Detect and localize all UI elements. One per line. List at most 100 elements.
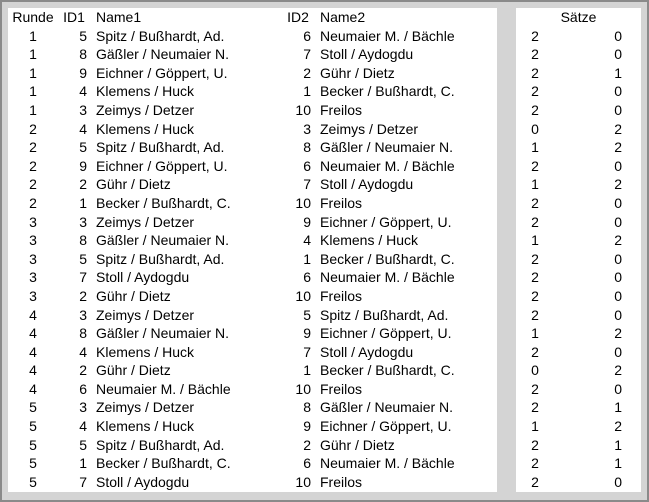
round-cell[interactable]: 3: [29, 213, 37, 230]
sets2-cell[interactable]: 0: [614, 250, 622, 267]
sets1-cell[interactable]: 2: [531, 287, 539, 304]
id2-cell[interactable]: 5: [303, 306, 311, 323]
sets1-cell[interactable]: 2: [531, 64, 539, 81]
name2-cell[interactable]: Freilos: [320, 287, 363, 304]
sets2-cell[interactable]: 0: [614, 194, 622, 211]
id2-cell[interactable]: 6: [303, 269, 311, 286]
sets1-cell[interactable]: 2: [531, 306, 539, 323]
round-cell[interactable]: 3: [29, 269, 37, 286]
sets2-cell[interactable]: 0: [614, 46, 622, 63]
name2-cell[interactable]: Becker / Bußhardt, C.: [320, 362, 455, 379]
round-cell[interactable]: 2: [29, 176, 37, 193]
sets2-cell[interactable]: 2: [614, 120, 622, 137]
round-cell[interactable]: 3: [29, 287, 37, 304]
name1-cell[interactable]: Klemens / Huck: [96, 120, 195, 137]
id1-cell[interactable]: 5: [79, 27, 87, 44]
name1-cell[interactable]: Gühr / Dietz: [96, 287, 171, 304]
header-runde[interactable]: Runde: [12, 9, 54, 25]
id2-cell[interactable]: 10: [295, 380, 311, 397]
sets1-cell[interactable]: 2: [531, 27, 539, 44]
id2-cell[interactable]: 6: [303, 455, 311, 472]
sets2-cell[interactable]: 2: [614, 232, 622, 249]
id1-cell[interactable]: 3: [79, 213, 87, 230]
name1-cell[interactable]: Eichner / Göppert, U.: [96, 64, 228, 81]
id2-cell[interactable]: 9: [303, 325, 311, 342]
sets1-cell[interactable]: 2: [531, 46, 539, 63]
id2-cell[interactable]: 9: [303, 213, 311, 230]
sets2-cell[interactable]: 0: [614, 213, 622, 230]
round-cell[interactable]: 1: [29, 27, 37, 44]
name1-cell[interactable]: Klemens / Huck: [96, 83, 195, 100]
round-cell[interactable]: 4: [29, 343, 37, 360]
sets2-cell[interactable]: 2: [614, 325, 622, 342]
name2-cell[interactable]: Becker / Bußhardt, C.: [320, 83, 455, 100]
id1-cell[interactable]: 2: [79, 287, 87, 304]
sets1-cell[interactable]: 2: [531, 455, 539, 472]
name2-cell[interactable]: Eichner / Göppert, U.: [320, 418, 452, 435]
sets1-cell[interactable]: 2: [531, 436, 539, 453]
round-cell[interactable]: 5: [29, 399, 37, 416]
sets1-cell[interactable]: 2: [531, 250, 539, 267]
round-cell[interactable]: 5: [29, 418, 37, 435]
header-id1[interactable]: ID1: [63, 9, 85, 25]
sets1-cell[interactable]: 2: [531, 380, 539, 397]
name1-cell[interactable]: Spitz / Bußhardt, Ad.: [96, 436, 225, 453]
sets1-cell[interactable]: 1: [531, 325, 539, 342]
sets2-cell[interactable]: 0: [614, 473, 622, 490]
sets2-cell[interactable]: 0: [614, 157, 622, 174]
name2-cell[interactable]: Freilos: [320, 473, 363, 490]
sets2-cell[interactable]: 2: [614, 362, 622, 379]
round-cell[interactable]: 5: [29, 436, 37, 453]
id1-cell[interactable]: 8: [79, 325, 87, 342]
round-cell[interactable]: 4: [29, 380, 37, 397]
name2-cell[interactable]: Stoll / Aydogdu: [320, 343, 414, 360]
id2-cell[interactable]: 1: [303, 362, 311, 379]
sets1-cell[interactable]: 0: [531, 120, 539, 137]
sets2-cell[interactable]: 1: [614, 436, 622, 453]
name2-cell[interactable]: Gäßler / Neumaier N.: [320, 399, 454, 416]
sets2-cell[interactable]: 0: [614, 287, 622, 304]
sets1-cell[interactable]: 1: [531, 418, 539, 435]
sets2-cell[interactable]: 2: [614, 176, 622, 193]
sets1-cell[interactable]: 2: [531, 473, 539, 490]
header-id2[interactable]: ID2: [287, 9, 309, 25]
sets1-cell[interactable]: 2: [531, 213, 539, 230]
round-cell[interactable]: 2: [29, 194, 37, 211]
name2-cell[interactable]: Neumaier M. / Bächle: [320, 269, 455, 286]
sets1-cell[interactable]: 1: [531, 232, 539, 249]
sets2-cell[interactable]: 0: [614, 306, 622, 323]
name2-cell[interactable]: Klemens / Huck: [320, 232, 419, 249]
id1-cell[interactable]: 5: [79, 436, 87, 453]
name1-cell[interactable]: Klemens / Huck: [96, 418, 195, 435]
name1-cell[interactable]: Gühr / Dietz: [96, 176, 171, 193]
sets2-cell[interactable]: 0: [614, 27, 622, 44]
sets1-cell[interactable]: 2: [531, 101, 539, 118]
name1-cell[interactable]: Gäßler / Neumaier N.: [96, 325, 230, 342]
round-cell[interactable]: 4: [29, 362, 37, 379]
id2-cell[interactable]: 3: [303, 120, 311, 137]
id2-cell[interactable]: 9: [303, 418, 311, 435]
sets2-cell[interactable]: 1: [614, 399, 622, 416]
name1-cell[interactable]: Zeimys / Detzer: [96, 306, 195, 323]
name2-cell[interactable]: Becker / Bußhardt, C.: [320, 250, 455, 267]
id2-cell[interactable]: 1: [303, 83, 311, 100]
sets1-cell[interactable]: 2: [531, 194, 539, 211]
sets1-cell[interactable]: 1: [531, 139, 539, 156]
name2-cell[interactable]: Freilos: [320, 194, 363, 211]
sets2-cell[interactable]: 0: [614, 380, 622, 397]
name1-cell[interactable]: Neumaier M. / Bächle: [96, 380, 231, 397]
name1-cell[interactable]: Gäßler / Neumaier N.: [96, 46, 230, 63]
name2-cell[interactable]: Stoll / Aydogdu: [320, 176, 414, 193]
id1-cell[interactable]: 6: [79, 380, 87, 397]
id2-cell[interactable]: 7: [303, 46, 311, 63]
round-cell[interactable]: 5: [29, 473, 37, 490]
id1-cell[interactable]: 7: [79, 473, 87, 490]
id2-cell[interactable]: 7: [303, 343, 311, 360]
id1-cell[interactable]: 3: [79, 399, 87, 416]
name1-cell[interactable]: Zeimys / Detzer: [96, 213, 195, 230]
id1-cell[interactable]: 1: [79, 194, 87, 211]
name1-cell[interactable]: Gäßler / Neumaier N.: [96, 232, 230, 249]
id2-cell[interactable]: 7: [303, 176, 311, 193]
id1-cell[interactable]: 9: [79, 64, 87, 81]
sets2-cell[interactable]: 0: [614, 83, 622, 100]
